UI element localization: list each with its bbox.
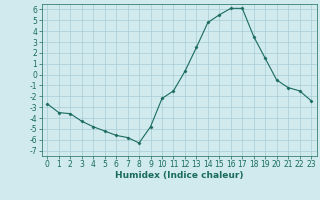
X-axis label: Humidex (Indice chaleur): Humidex (Indice chaleur) — [115, 171, 244, 180]
